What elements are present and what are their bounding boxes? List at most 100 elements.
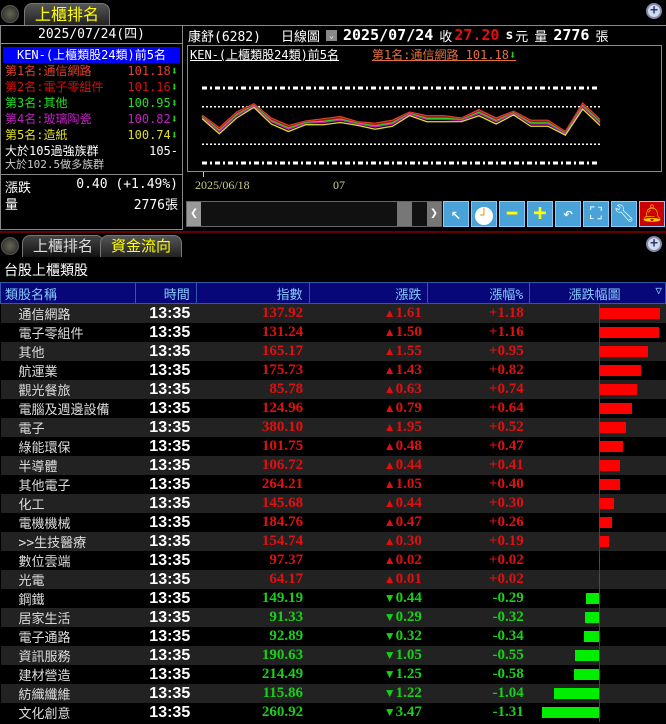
index-value: 175.73 — [261, 362, 304, 378]
change-value: 0.29 — [395, 609, 422, 625]
table-row[interactable]: 鋼鐵 13:35 149.19 ▼0.44 -0.29 — [1, 589, 666, 608]
table-row[interactable]: 資訊服務 13:35 190.63 ▼1.05 -0.55 — [0, 646, 666, 665]
series-line — [201, 105, 601, 135]
table-row[interactable]: 航運業 13:35 175.73 ▲1.43 +0.82 — [1, 361, 666, 380]
change-bar-cell — [529, 570, 666, 589]
col-time[interactable]: 時間 — [134, 282, 197, 304]
change-value: 0.40 (+1.49%) — [76, 177, 178, 192]
change-bar-cell — [530, 323, 666, 342]
change-value: 1.22 — [395, 685, 422, 701]
rank-item[interactable]: 第5名:造紙 100.74⬇ — [1, 127, 182, 143]
change-bar-cell — [530, 361, 666, 380]
change-pct: +0.82 — [488, 362, 524, 378]
table-row[interactable]: 紡織纖維 13:35 115.86 ▼1.22 -1.04 — [0, 684, 666, 703]
up-arrow-icon: ▲ — [383, 534, 396, 548]
rank-item[interactable]: 第4名:玻璃陶瓷 100.82⬇ — [1, 111, 182, 127]
table-row[interactable]: 光電 13:35 64.17 ▲0.01 +0.02 — [0, 570, 666, 589]
change-pct: -0.34 — [492, 628, 524, 644]
table-row[interactable]: 居家生活 13:35 91.33 ▼0.29 -0.32 — [0, 608, 666, 627]
undo-icon[interactable]: ↶ — [555, 201, 581, 227]
table-row[interactable]: 電子 13:35 380.10 ▲1.95 +0.52 — [0, 418, 666, 437]
rank-value: 100.82 — [127, 112, 171, 126]
period-dropdown-icon[interactable]: ⌄ — [325, 29, 337, 41]
down-arrow-icon: ⬇ — [170, 112, 178, 126]
unit-label: 元 — [515, 29, 529, 45]
table-row[interactable]: 電子零組件 13:35 131.24 ▲1.50 +1.16 — [1, 323, 666, 342]
col-change-pct[interactable]: 漲幅% — [427, 282, 531, 304]
table-row[interactable]: 文化創意 13:35 260.92 ▼3.47 -1.31 — [1, 703, 666, 722]
rank-item[interactable]: 第1名:通信網路 101.18⬇ — [1, 63, 182, 79]
minus-icon[interactable]: ━ — [499, 201, 525, 227]
table-row[interactable]: 電機機械 13:35 184.76 ▲0.47 +0.26 — [1, 513, 666, 532]
change-bar-cell — [530, 513, 666, 532]
change-value: 0.32 — [395, 628, 422, 644]
clock-icon[interactable]: ┘ — [471, 201, 497, 227]
col-change[interactable]: 漲跌 — [308, 282, 429, 304]
time: 13:35 — [135, 608, 197, 627]
table-row[interactable]: 觀光餐旅 13:35 85.78 ▲0.63 +0.74 — [0, 380, 666, 399]
change-pct: -0.32 — [427, 608, 530, 627]
table-row[interactable]: 數位雲端 13:35 97.37 ▲0.02 +0.02 — [1, 551, 666, 570]
rank-value: 100.74 — [127, 128, 171, 142]
table-row[interactable]: 綠能環保 13:35 101.75 ▲0.48 +0.47 — [1, 437, 666, 456]
chart-date: 2025/07/24 — [342, 26, 434, 44]
scroll-right-button[interactable]: ❯ — [427, 202, 441, 226]
plus-icon[interactable]: + — [527, 201, 553, 227]
index-value: 91.33 — [196, 608, 310, 627]
change-pct: +0.02 — [427, 570, 530, 589]
tab-otc-ranking-2[interactable]: 上櫃排名 — [22, 235, 105, 257]
change-bar — [598, 498, 615, 509]
sector-name: 化工 — [0, 494, 136, 513]
tab-fund-flow[interactable]: 資金流向 — [100, 235, 183, 257]
change-pct: -0.29 — [492, 590, 524, 606]
change-pct: +0.19 — [427, 532, 530, 551]
col-change-chart[interactable]: 漲跌幅圖 ▽ — [529, 282, 666, 304]
vol-unit: 張 — [595, 29, 609, 45]
chart-scrollbar[interactable]: ❮ ❯ — [186, 201, 442, 227]
table-row[interactable]: >>生技醫療 13:35 154.74 ▲0.30 +0.19 — [0, 532, 666, 551]
wrench-icon[interactable]: 🔧︎ — [611, 201, 637, 227]
series-line — [201, 104, 601, 134]
col-index[interactable]: 指數 — [195, 282, 310, 304]
ranking-panel: 2025/07/24(四) KEN-(上櫃類股24類)前5名 第1名:通信網路 1… — [0, 25, 183, 230]
change-bar — [598, 479, 620, 490]
change-bar-cell — [529, 532, 666, 551]
col-name[interactable]: 類股名稱 — [0, 282, 136, 304]
sector-name: 鋼鐵 — [18, 593, 45, 608]
change-pct: +0.40 — [488, 476, 524, 492]
dropdown-button-2[interactable] — [1, 237, 19, 255]
table-row[interactable]: 建材營造 13:35 214.49 ▼1.25 -0.58 — [1, 665, 666, 684]
dropdown-button[interactable] — [1, 5, 19, 23]
pointer-arrow-icon[interactable]: ↖ — [443, 201, 469, 227]
change-pct: +0.64 — [488, 400, 524, 416]
series-line — [201, 106, 601, 136]
zoom-in-icon[interactable]: + — [646, 3, 662, 19]
tab-otc-ranking[interactable]: 上櫃排名 — [24, 3, 111, 25]
scroll-thumb[interactable] — [397, 202, 412, 226]
time: 13:35 — [135, 380, 197, 399]
table-row[interactable]: 電子通路 13:35 92.89 ▼0.32 -0.34 — [1, 627, 666, 646]
time: 13:35 — [149, 627, 191, 645]
index-value: 92.89 — [269, 628, 304, 644]
change-value: 0.63 — [395, 381, 422, 397]
change-bar-cell — [530, 589, 666, 608]
scroll-left-button[interactable]: ❮ — [187, 202, 201, 226]
bell-icon[interactable]: 🔔︎ — [639, 201, 665, 227]
down-arrow-icon: ▼ — [383, 648, 396, 662]
up-arrow-icon: ▲ — [383, 306, 396, 320]
change-bar — [598, 555, 600, 566]
change-pct: -0.55 — [427, 646, 530, 665]
volume-value: 2776張 — [133, 198, 178, 213]
fit-frame-icon[interactable]: ⛶ — [583, 201, 609, 227]
table-row[interactable]: 化工 13:35 145.68 ▲0.44 +0.30 — [0, 494, 666, 513]
table-row[interactable]: 通信網路 13:35 137.92 ▲1.61 +1.18 — [0, 303, 666, 323]
rank-item[interactable]: 第2名:電子零組件 101.16⬇ — [1, 79, 182, 95]
rank-item[interactable]: 第3名:其他 100.95⬇ — [1, 95, 182, 111]
table-row[interactable]: 電腦及週邊設備 13:35 124.96 ▲0.79 +0.64 — [1, 399, 666, 418]
sort-icon[interactable]: ▽ — [655, 283, 662, 297]
down-arrow-icon: ⬇ — [170, 80, 178, 94]
zoom-in-icon-2[interactable]: + — [646, 236, 662, 252]
table-row[interactable]: 其他 13:35 165.17 ▲1.55 +0.95 — [0, 342, 666, 361]
table-row[interactable]: 半導體 13:35 106.72 ▲0.44 +0.41 — [0, 456, 666, 475]
table-row[interactable]: 其他電子 13:35 264.21 ▲1.05 +0.40 — [1, 475, 666, 494]
